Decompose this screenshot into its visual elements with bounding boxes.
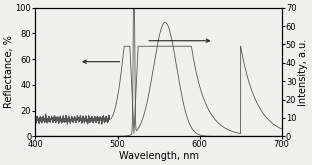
Y-axis label: Intensity, a.u.: Intensity, a.u. (298, 38, 308, 106)
X-axis label: Wavelength, nm: Wavelength, nm (119, 151, 198, 161)
Y-axis label: Reflectance, %: Reflectance, % (4, 35, 14, 108)
